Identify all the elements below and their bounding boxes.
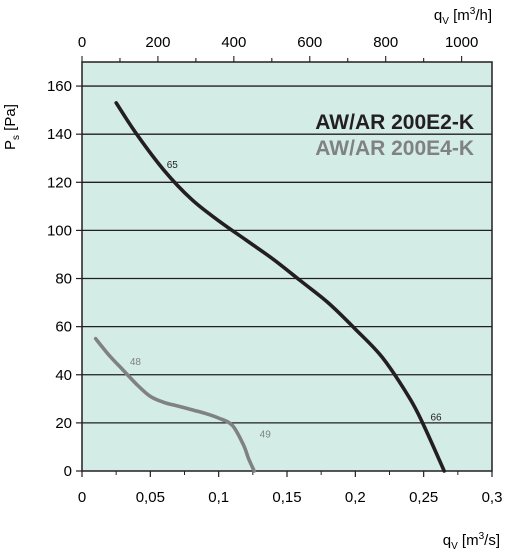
curve-point-label: 66 (431, 412, 443, 423)
y-label-unit: [Pa] (2, 104, 19, 131)
curve-point-label: 48 (130, 357, 142, 368)
grid-lines (82, 85, 492, 424)
y-axis-label: Ps [Pa] (2, 104, 22, 150)
series-line-1 (114, 101, 446, 473)
x-bottom-tick-label: 0,25 (409, 489, 438, 506)
x-bottom-tick-label: 0,15 (272, 489, 301, 506)
x-bottom-tick-label: 0,1 (208, 489, 229, 506)
y-tick-label: 60 (55, 319, 72, 336)
x-bottom-label-sub: V (451, 541, 458, 552)
y-tick-label: 40 (55, 367, 72, 384)
x-top-tick-label: 200 (145, 34, 170, 51)
y-tick-label: 20 (55, 415, 72, 432)
series-line-2 (93, 336, 256, 473)
data-series: 65 66 48 49 (93, 101, 446, 473)
y-tick-label: 100 (47, 222, 72, 239)
legend-entry-e4: AW/AR 200E4-K (315, 137, 474, 160)
x-bottom-tick-label: 0,2 (345, 489, 366, 506)
y-tick-label: 140 (47, 126, 72, 143)
x-top-tick-label: 800 (373, 34, 398, 51)
y-label-sub: s (11, 135, 22, 140)
x-bottom-label-main: q (443, 532, 451, 549)
x-top-tick-label: 0 (78, 34, 86, 51)
y-label-main: P (2, 140, 19, 150)
x-bottom-label-unit: [m (462, 532, 479, 549)
x-top-tick-label: 600 (297, 34, 322, 51)
x-bottom-label-sup: 3 (479, 531, 485, 542)
plot-area-background (82, 62, 492, 471)
legend-entry-e2: AW/AR 200E2-K (315, 111, 474, 134)
x-top-label-unit: [m (453, 7, 470, 24)
x-top-tick-label: 1000 (445, 34, 478, 51)
x-top-label-main: q (434, 7, 442, 24)
x-bottom-label-tail: /s] (484, 532, 500, 549)
x-top-label-sub: V (442, 16, 449, 27)
y-tick-label: 80 (55, 271, 72, 288)
x-top-axis-label: qV [m3/h] (434, 6, 492, 27)
x-bottom-tick-label: 0,3 (482, 489, 503, 506)
curve-point-label: 65 (167, 160, 179, 171)
curve-point-label: 49 (260, 429, 272, 440)
x-top-tick-label: 400 (221, 34, 246, 51)
x-bottom-tick-label: 0,05 (136, 489, 165, 506)
x-bottom-tick-label: 0 (78, 489, 86, 506)
y-tick-label: 120 (47, 174, 72, 191)
axis-ticks: 0 20 40 60 80 100 120 140 160 0 0,05 0,1 0,15 0,2 0,25… (47, 34, 502, 506)
y-tick-label: 0 (64, 463, 72, 480)
x-top-label-tail: /h] (475, 7, 492, 24)
y-tick-label: 160 (47, 78, 72, 95)
x-bottom-axis-label: qV [m3/s] (443, 531, 500, 552)
x-top-label-sup: 3 (470, 6, 476, 17)
